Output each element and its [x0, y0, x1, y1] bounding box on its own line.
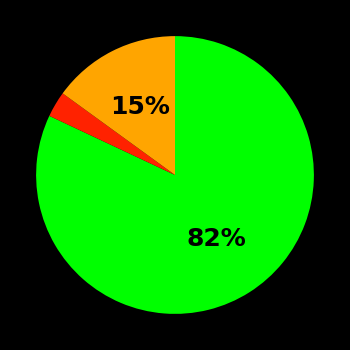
Wedge shape	[49, 93, 175, 175]
Wedge shape	[63, 36, 175, 175]
Text: 82%: 82%	[186, 228, 246, 252]
Text: 15%: 15%	[110, 95, 170, 119]
Wedge shape	[36, 36, 314, 314]
